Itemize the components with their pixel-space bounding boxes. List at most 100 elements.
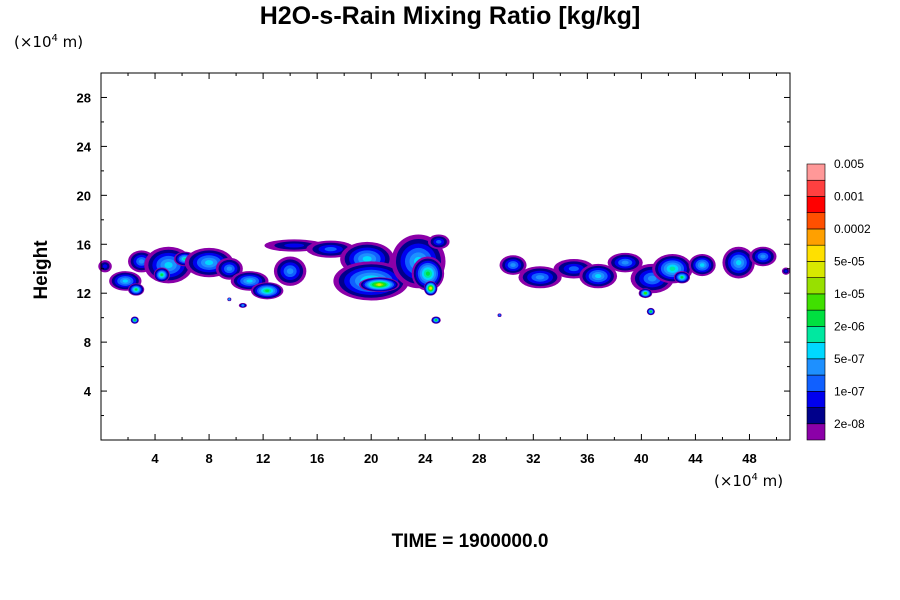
- contour-level: [621, 260, 629, 265]
- rain-cell: [128, 283, 145, 296]
- contour-level: [226, 266, 233, 271]
- rain-cell: [431, 316, 441, 324]
- contour-level: [286, 268, 294, 275]
- rain-cell: [130, 316, 139, 324]
- colorbar-swatch: [806, 277, 826, 295]
- rain-cell: [153, 267, 170, 283]
- contour-level: [102, 264, 108, 269]
- rain-cell: [109, 271, 142, 291]
- colorbar-label: 2e-06: [834, 319, 865, 333]
- x-tick-label: 40: [634, 451, 648, 466]
- colorbar-swatch: [806, 293, 826, 311]
- contour-level: [284, 243, 305, 248]
- contour-level: [535, 275, 545, 280]
- contour-level: [228, 298, 231, 301]
- contour-level: [164, 262, 173, 269]
- contour-level: [265, 289, 270, 292]
- contour-level: [246, 279, 253, 283]
- y-axis-unit: (×104 m): [14, 33, 84, 51]
- y-tick-label: 28: [77, 90, 91, 105]
- contour-level: [784, 269, 788, 273]
- contour-level: [362, 256, 372, 262]
- colorbar-label: 5e-05: [834, 254, 865, 268]
- rain-cell: [238, 302, 247, 308]
- contour-level: [324, 247, 337, 252]
- colorbar-swatch: [806, 228, 826, 246]
- colorbar-swatch: [806, 179, 826, 197]
- contour-level: [133, 318, 136, 322]
- rain-cell: [607, 252, 643, 273]
- rain-cell: [638, 288, 653, 299]
- rain-cell: [749, 246, 777, 267]
- colorbar-swatch: [806, 196, 826, 214]
- contour-level: [669, 266, 676, 271]
- contour-level: [138, 259, 145, 264]
- contour-level: [595, 274, 602, 279]
- colorbar-swatch: [806, 261, 826, 278]
- x-axis-unit: (×104 m): [714, 472, 784, 490]
- rain-cell: [359, 277, 400, 292]
- rain-cell: [518, 266, 562, 289]
- colorbar-swatch: [806, 163, 826, 181]
- y-tick-label: 8: [84, 335, 91, 350]
- colorbar-label: 0.005: [834, 157, 864, 171]
- x-tick-label: 16: [310, 451, 324, 466]
- contour-level: [699, 263, 705, 267]
- contour-level: [568, 266, 579, 272]
- colorbar-label: 1e-07: [834, 384, 865, 398]
- contour-level: [205, 260, 214, 266]
- y-tick-label: 24: [77, 139, 92, 154]
- y-tick-label: 12: [77, 286, 91, 301]
- contour-level: [510, 263, 516, 268]
- contour-level: [436, 239, 442, 244]
- rain-cell: [499, 255, 527, 275]
- colorbar-swatch: [806, 326, 826, 343]
- contour-level: [644, 292, 647, 295]
- rain-cell: [497, 313, 502, 318]
- colorbar-swatch: [806, 358, 826, 376]
- rain-cell: [781, 267, 791, 275]
- contour-level: [377, 283, 382, 286]
- colorbar-label: 0.0002: [834, 222, 871, 236]
- y-tick-label: 4: [84, 384, 92, 399]
- rain-cell: [423, 280, 438, 296]
- colorbar-swatch: [806, 342, 826, 360]
- contour-level: [425, 271, 430, 276]
- contour-level: [429, 287, 432, 290]
- x-tick-label: 24: [418, 451, 433, 466]
- chart-title: H2O-s-Rain Mixing Ratio [kg/kg]: [259, 2, 641, 30]
- rain-cell: [427, 234, 450, 250]
- x-tick-label: 36: [580, 451, 594, 466]
- contour-level: [649, 310, 653, 313]
- x-tick-label: 8: [205, 451, 212, 466]
- data-field: [98, 234, 791, 324]
- rain-cell: [273, 256, 307, 286]
- colorbar-label: 5e-07: [834, 352, 865, 366]
- rain-cell: [98, 260, 112, 273]
- contour-level: [680, 276, 684, 279]
- contour-level: [122, 279, 129, 283]
- plot-frame: [100, 72, 791, 441]
- colorbar-swatch: [806, 374, 826, 392]
- x-tick-label: 12: [256, 451, 270, 466]
- y-tick-label: 20: [77, 188, 91, 203]
- contour-level: [760, 254, 766, 259]
- rain-cell: [688, 254, 716, 277]
- x-tick-label: 44: [688, 451, 703, 466]
- y-tick-label: 16: [77, 237, 91, 252]
- rain-cell: [227, 297, 232, 302]
- contour-level: [434, 318, 438, 322]
- rain-cell: [579, 263, 618, 289]
- x-tick-label: 32: [526, 451, 540, 466]
- x-tick-label: 48: [742, 451, 756, 466]
- colorbar-swatch: [806, 423, 826, 441]
- colorbar-swatch: [806, 244, 826, 262]
- rain-cell: [673, 271, 691, 284]
- rain-cell: [646, 307, 655, 316]
- rain-cell: [250, 282, 284, 300]
- colorbar-swatch: [806, 309, 826, 327]
- contour-level: [134, 288, 138, 291]
- colorbar-label: 2e-08: [834, 417, 865, 431]
